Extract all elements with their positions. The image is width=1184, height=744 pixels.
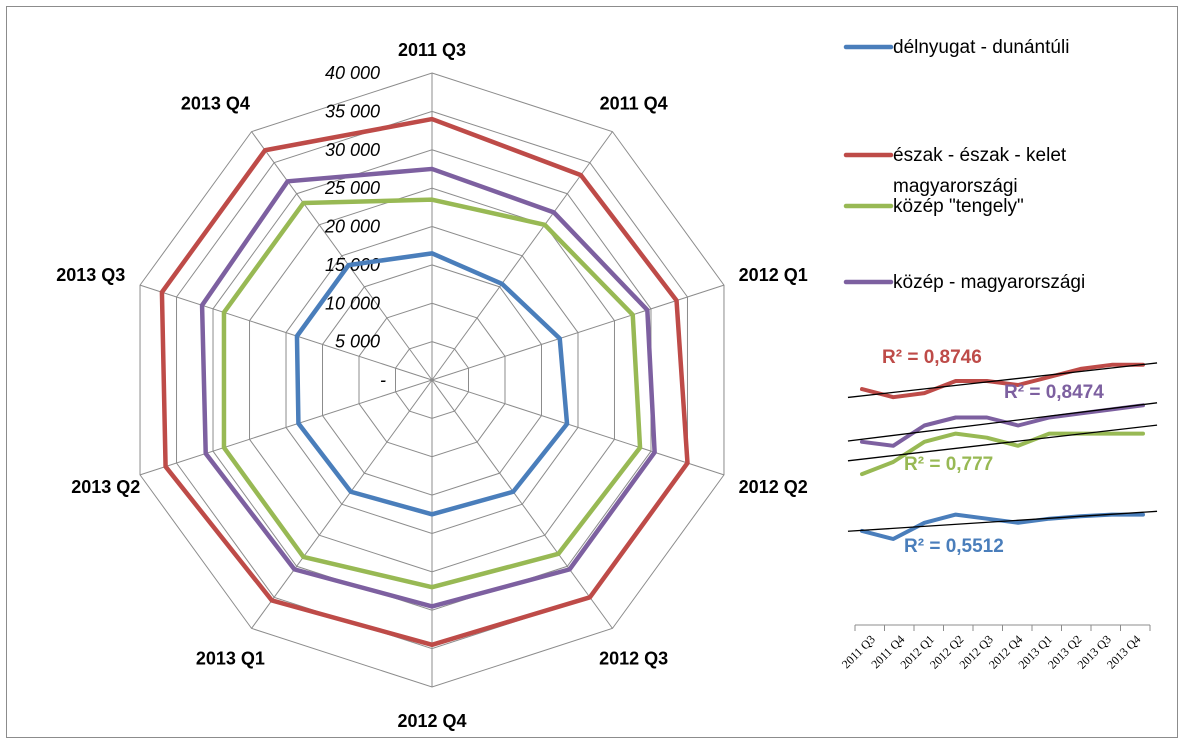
radial-tick-label: 25 000: [324, 178, 380, 198]
category-label: 2011 Q4: [600, 94, 668, 114]
r-squared-label: R² = 0,777: [904, 454, 993, 475]
trendline: [847, 362, 1158, 399]
radar-spoke: [139, 379, 433, 476]
radar-spoke: [251, 131, 433, 381]
radial-tick-label: 5 000: [335, 332, 380, 352]
radial-tick-label: 40 000: [325, 63, 380, 83]
radar-spoke: [431, 379, 725, 476]
trendline: [847, 424, 1158, 462]
category-label: 2013 Q1: [196, 648, 265, 668]
radial-tick-label: 10 000: [325, 293, 380, 313]
category-label: 2012 Q3: [599, 648, 668, 668]
r-squared-label: R² = 0,8746: [882, 347, 982, 368]
radar-spoke: [431, 379, 613, 629]
legend-label: észak - észak - kelet magyarországi: [893, 145, 1067, 197]
r-squared-label: R² = 0,8474: [1004, 382, 1104, 403]
category-label: 2013 Q4: [181, 94, 250, 114]
radar-series-line: [199, 166, 657, 609]
legend-label: délnyugat - dunántúli: [893, 37, 1069, 58]
radial-tick-label: 30 000: [325, 140, 380, 160]
r-squared-label: R² = 0,5512: [904, 536, 1004, 557]
legend-label: közép "tengely": [893, 196, 1024, 217]
category-label: 2012 Q4: [397, 711, 466, 731]
category-label: 2012 Q2: [739, 477, 808, 497]
radar-series-line: [159, 116, 690, 648]
category-label: 2012 Q1: [739, 265, 808, 285]
line-series: [860, 431, 1145, 477]
chart-frame: [6, 6, 1178, 738]
radar-spoke: [251, 379, 433, 629]
radial-tick-label: -: [380, 370, 386, 390]
trendline: [847, 402, 1158, 442]
radial-tick-label: 20 000: [324, 217, 380, 237]
category-label: 2013 Q2: [71, 477, 140, 497]
radar-spoke: [139, 284, 433, 381]
radar-spoke: [431, 131, 613, 381]
radial-tick-label: 35 000: [325, 101, 380, 121]
legend-label: közép - magyarországi: [893, 272, 1085, 293]
radar-grid: [139, 72, 725, 688]
category-label: 2013 Q3: [56, 265, 125, 285]
radar-series-line: [294, 251, 570, 517]
trendline: [847, 510, 1158, 532]
x-tick-label: 2013 Q4: [1104, 632, 1143, 671]
radar-series-line: [221, 197, 643, 590]
category-label: 2011 Q3: [398, 40, 466, 60]
line-series: [860, 362, 1145, 400]
